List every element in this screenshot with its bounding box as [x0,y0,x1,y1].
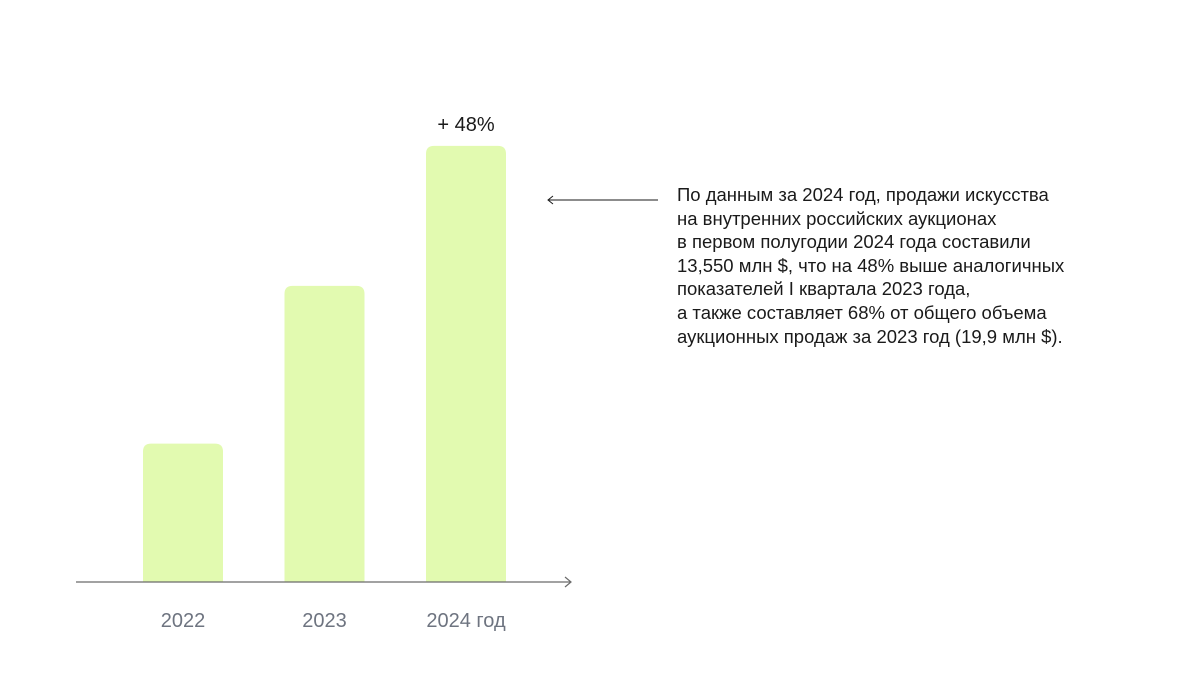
callout-line: По данным за 2024 год, продажи искусства [677,184,1049,205]
growth-annotation: + 48% [437,114,494,136]
callout-line: показателей I квартала 2023 года, [677,278,971,300]
x-tick-label: 2022 [161,610,206,632]
bar-2024 [426,145,506,582]
x-axis-arrowhead [564,576,572,588]
callout-line: в первом полугодии 2024 года составили [677,231,1031,253]
bar-2022 [143,443,223,582]
callout-line: аукционных продаж за 2023 год (19,9 млн … [677,325,1063,347]
callout-line: 13,550 млн $, что на 48% выше аналогичны… [677,254,1065,276]
callout-line: на внутренних российских аукционах [677,207,997,229]
bar-2023 [284,285,365,582]
callout-arrowhead [547,195,554,205]
callout-line: а также составляет 68% от общего объема [677,301,1047,323]
x-tick-label: 2024 год [426,610,506,632]
x-tick-label: 2023 [302,610,347,632]
callout-text: По данным за 2024 год, продажи искусства… [677,183,1147,348]
